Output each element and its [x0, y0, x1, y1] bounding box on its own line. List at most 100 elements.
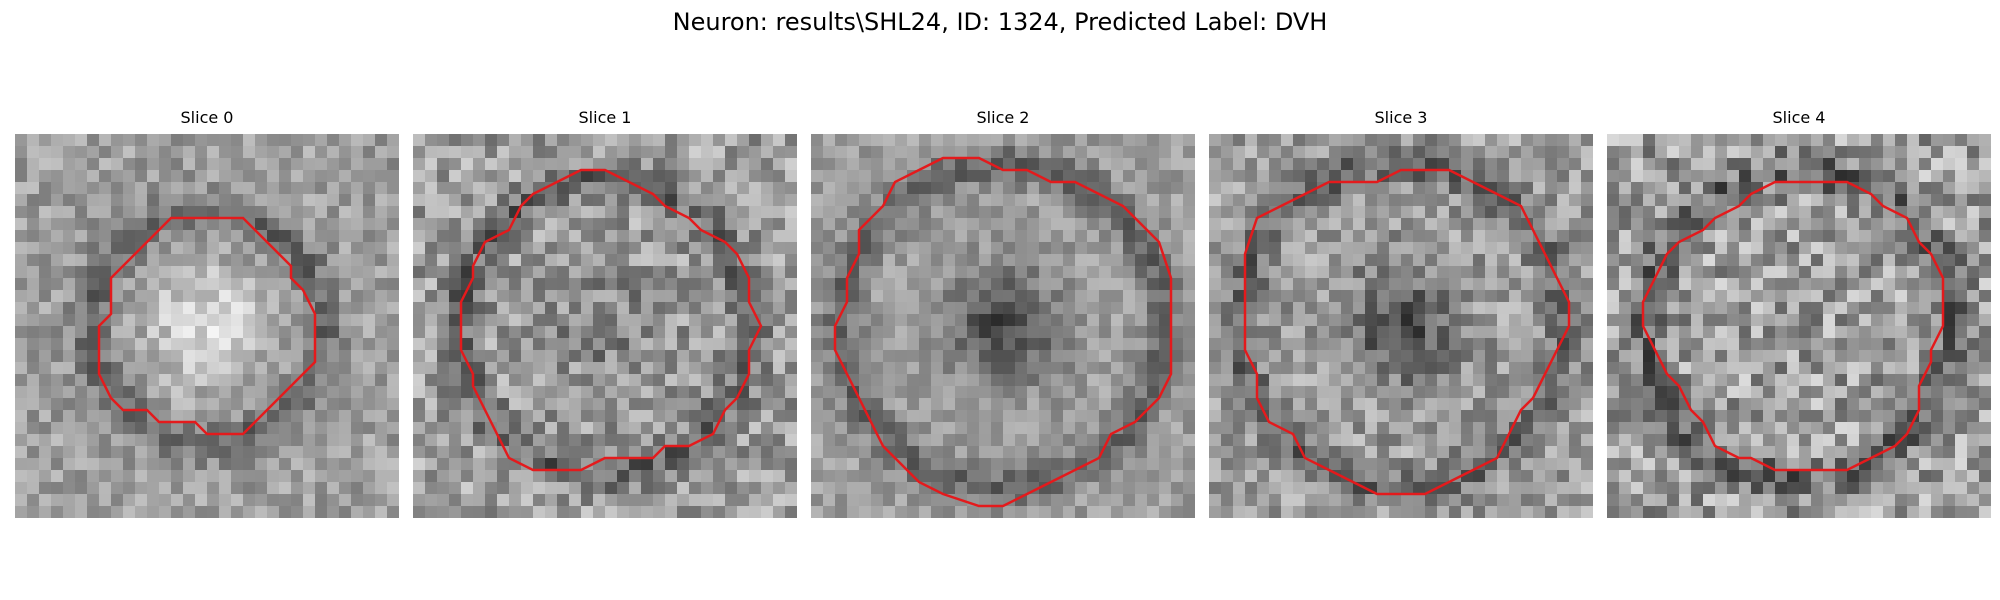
pixel-cell — [701, 206, 714, 219]
pixel-cell — [1377, 218, 1390, 231]
pixel-cell — [967, 206, 980, 219]
pixel-cell — [859, 254, 872, 267]
pixel-cell — [1691, 158, 1704, 171]
pixel-cell — [63, 398, 76, 411]
pixel-cell — [1943, 302, 1956, 315]
pixel-cell — [1607, 422, 1620, 435]
pixel-cell — [605, 434, 618, 447]
pixel-cell — [315, 230, 328, 243]
pixel-cell — [1015, 254, 1028, 267]
pixel-cell — [713, 470, 726, 483]
pixel-cell — [1497, 362, 1510, 375]
pixel-cell — [375, 158, 388, 171]
pixel-cell — [1353, 254, 1366, 267]
pixel-cell — [1209, 242, 1222, 255]
pixel-cell — [1509, 362, 1522, 375]
pixel-cell — [665, 374, 678, 387]
pixel-cell — [1739, 458, 1752, 471]
pixel-cell — [557, 266, 570, 279]
pixel-cell — [701, 338, 714, 351]
pixel-cell — [1715, 266, 1728, 279]
pixel-cell — [545, 506, 558, 518]
pixel-cell — [1111, 470, 1124, 483]
pixel-cell — [1015, 290, 1028, 303]
pixel-cell — [1835, 194, 1848, 207]
pixel-cell — [87, 446, 100, 459]
pixel-cell — [1643, 398, 1656, 411]
pixel-cell — [617, 326, 630, 339]
pixel-cell — [1667, 134, 1680, 147]
pixel-cell — [207, 458, 220, 471]
pixel-cell — [1823, 362, 1836, 375]
pixel-cell — [27, 218, 40, 231]
pixel-cell — [1895, 134, 1908, 147]
pixel-cell — [991, 278, 1004, 291]
pixel-cell — [1425, 302, 1438, 315]
pixel-cell — [1715, 254, 1728, 267]
pixel-cell — [1281, 386, 1294, 399]
pixel-cell — [111, 374, 124, 387]
pixel-cell — [689, 494, 702, 507]
pixel-cell — [63, 422, 76, 435]
pixel-cell — [1521, 338, 1534, 351]
pixel-cell — [1497, 374, 1510, 387]
pixel-cell — [1955, 134, 1968, 147]
slice-title: Slice 3 — [1374, 108, 1428, 127]
pixel-cell — [1643, 422, 1656, 435]
pixel-cell — [737, 410, 750, 423]
pixel-cell — [51, 422, 64, 435]
pixel-cell — [835, 254, 848, 267]
pixel-cell — [1147, 194, 1160, 207]
pixel-cell — [279, 242, 292, 255]
pixel-cell — [1051, 242, 1064, 255]
pixel-cell — [1413, 386, 1426, 399]
pixel-cell — [1027, 290, 1040, 303]
pixel-cell — [1485, 326, 1498, 339]
pixel-cell — [1087, 446, 1100, 459]
pixel-cell — [1787, 134, 1800, 147]
pixel-cell — [15, 182, 28, 195]
pixel-cell — [1799, 362, 1812, 375]
pixel-cell — [1305, 338, 1318, 351]
pixel-cell — [279, 230, 292, 243]
pixel-cell — [1245, 470, 1258, 483]
pixel-cell — [1461, 290, 1474, 303]
pixel-cell — [461, 170, 474, 183]
pixel-cell — [1497, 470, 1510, 483]
pixel-cell — [931, 170, 944, 183]
slice-image-3 — [1209, 134, 1593, 518]
pixel-cell — [413, 134, 426, 147]
pixel-cell — [1485, 398, 1498, 411]
pixel-cell — [653, 290, 666, 303]
pixel-cell — [533, 254, 546, 267]
pixel-cell — [629, 374, 642, 387]
pixel-cell — [87, 386, 100, 399]
pixel-cell — [859, 362, 872, 375]
pixel-cell — [907, 206, 920, 219]
pixel-cell — [665, 386, 678, 399]
pixel-cell — [87, 302, 100, 315]
pixel-cell — [1051, 398, 1064, 411]
pixel-cell — [883, 350, 896, 363]
pixel-cell — [1461, 350, 1474, 363]
pixel-cell — [1835, 182, 1848, 195]
pixel-cell — [1209, 410, 1222, 423]
pixel-cell — [1715, 446, 1728, 459]
pixel-cell — [1269, 242, 1282, 255]
pixel-cell — [1931, 206, 1944, 219]
pixel-cell — [1799, 230, 1812, 243]
pixel-cell — [835, 218, 848, 231]
pixel-cell — [1425, 170, 1438, 183]
pixel-cell — [1557, 470, 1570, 483]
pixel-cell — [1931, 386, 1944, 399]
pixel-cell — [581, 266, 594, 279]
pixel-cell — [557, 134, 570, 147]
pixel-cell — [1015, 446, 1028, 459]
pixel-cell — [375, 266, 388, 279]
pixel-cell — [1099, 458, 1112, 471]
pixel-cell — [1233, 482, 1246, 495]
pixel-cell — [509, 506, 522, 518]
pixel-cell — [823, 410, 836, 423]
pixel-cell — [1691, 242, 1704, 255]
pixel-cell — [1413, 446, 1426, 459]
